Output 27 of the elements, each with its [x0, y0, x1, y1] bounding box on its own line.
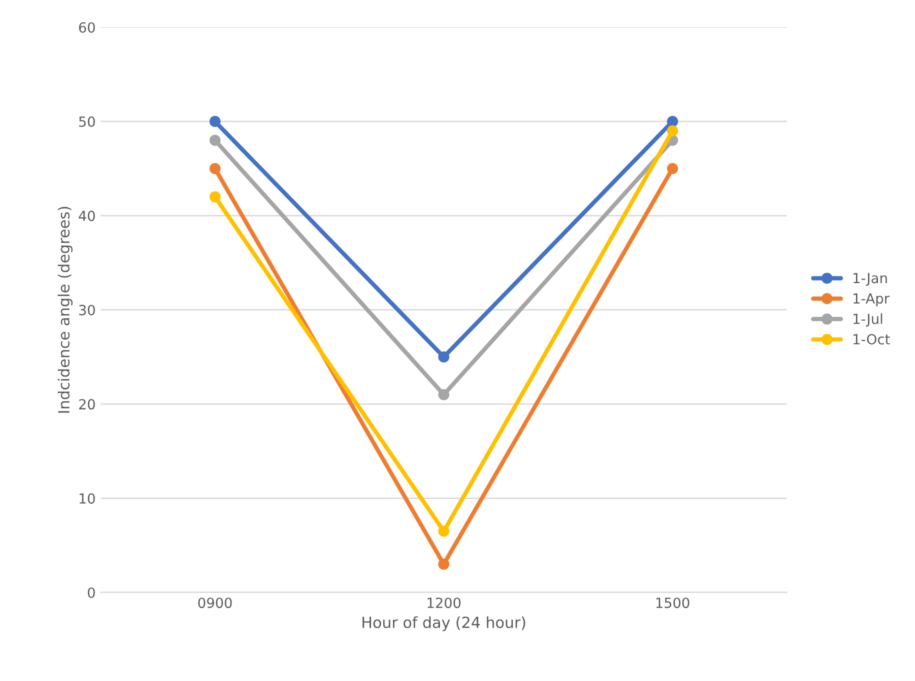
y-tick-label: 50 [79, 116, 95, 127]
point [209, 191, 221, 202]
y-tick-label: 0 [88, 587, 95, 598]
point [438, 389, 450, 400]
y-tick-label: 60 [79, 22, 95, 33]
point [209, 162, 221, 174]
point [666, 125, 678, 136]
x-tick-label: 1500 [656, 598, 690, 608]
point [209, 116, 221, 127]
point [666, 162, 678, 174]
legend-label: 1-Apr [854, 293, 890, 306]
point [666, 116, 678, 127]
y-tick-label: 30 [79, 304, 95, 316]
legend-label: 1-Jan [854, 272, 887, 286]
x-tick-label: 1200 [428, 598, 461, 608]
point [438, 526, 450, 537]
y-tick-label: 20 [79, 399, 95, 410]
point [438, 351, 450, 363]
y-axis-title: Indcidence angle (degrees) [58, 206, 73, 413]
y-tick-label: 40 [78, 210, 95, 222]
point [209, 134, 221, 146]
y-tick-label: 10 [80, 493, 95, 504]
point [438, 558, 450, 570]
legend-label: 1-Jul [854, 313, 882, 327]
x-axis-title: Hour of day (24 hour) [362, 616, 526, 632]
x-tick-label: 0900 [198, 598, 232, 608]
legend-label: 1-Oct [854, 334, 890, 344]
